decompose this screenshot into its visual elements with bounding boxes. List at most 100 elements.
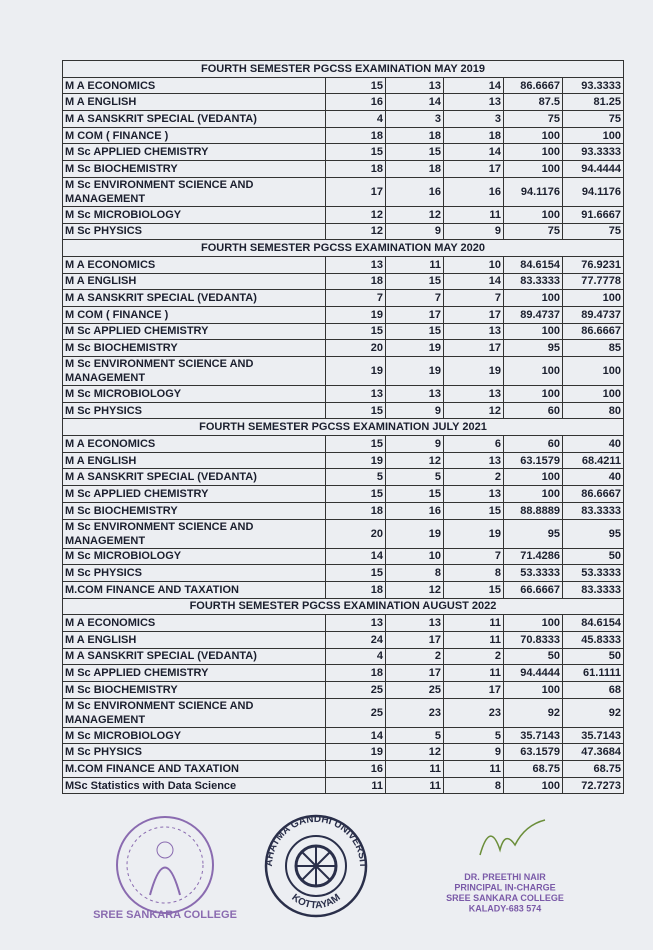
result-row: M A ECONOMICS 13 13 11 100 84.6154 bbox=[62, 614, 624, 632]
number-cell: 3 bbox=[385, 110, 444, 128]
number-cell: 68.75 bbox=[503, 760, 563, 778]
number-cell: 15 bbox=[385, 143, 444, 162]
programme-name: M Sc ENVIRONMENT SCIENCE AND MANAGEMENT bbox=[62, 356, 326, 386]
number-cell: 68 bbox=[562, 681, 624, 699]
number-cell: 6 bbox=[443, 435, 504, 453]
programme-name: M Sc BIOCHEMISTRY bbox=[62, 339, 326, 357]
number-cell: 8 bbox=[443, 776, 504, 795]
programme-name: M Sc PHYSICS bbox=[62, 222, 326, 241]
number-cell: 88.8889 bbox=[503, 501, 563, 520]
section-header-row: FOURTH SEMESTER PGCSS EXAMINATION AUGUST… bbox=[62, 597, 624, 616]
number-cell: 14 bbox=[443, 272, 504, 291]
number-cell: 19 bbox=[325, 451, 386, 470]
number-cell: 15 bbox=[325, 485, 386, 503]
programme-name: M Sc PHYSICS bbox=[62, 743, 326, 762]
number-cell: 100 bbox=[503, 356, 563, 386]
result-row: M Sc ENVIRONMENT SCIENCE AND MANAGEMENT 2… bbox=[62, 697, 624, 728]
signatory-line: DR. PREETHI NAIR bbox=[464, 872, 546, 882]
number-cell: 13 bbox=[385, 385, 444, 403]
number-cell: 15 bbox=[443, 501, 504, 520]
programme-name: M Sc BIOCHEMISTRY bbox=[62, 501, 326, 520]
result-row: M Sc APPLIED CHEMISTRY 15 15 14 100 93.3333 bbox=[62, 143, 624, 162]
number-cell: 7 bbox=[325, 289, 386, 307]
number-cell: 25 bbox=[325, 681, 386, 699]
result-row: MSc Statistics with Data Science 11 11 8 100… bbox=[62, 776, 624, 795]
number-cell: 18 bbox=[325, 160, 386, 178]
result-row: M A ENGLISH 16 14 13 87.5 81.25 bbox=[62, 93, 624, 112]
number-cell: 3 bbox=[443, 110, 504, 128]
result-row: M COM ( FINANCE ) 19 17 17 89.4737 89.4737 bbox=[62, 305, 624, 324]
number-cell: 100 bbox=[503, 143, 563, 162]
number-cell: 50 bbox=[562, 547, 624, 566]
number-cell: 16 bbox=[385, 176, 444, 207]
result-row: M A SANSKRIT SPECIAL (VEDANTA) 4 3 3 75 75 bbox=[62, 110, 624, 128]
number-cell: 100 bbox=[562, 126, 624, 145]
number-cell: 13 bbox=[385, 76, 444, 95]
section-title: FOURTH SEMESTER PGCSS EXAMINATION MAY 20… bbox=[62, 60, 624, 78]
number-cell: 89.4737 bbox=[503, 305, 563, 324]
table-body: FOURTH SEMESTER PGCSS EXAMINATION MAY 20… bbox=[62, 60, 624, 795]
results-table: FOURTH SEMESTER PGCSS EXAMINATION MAY 20… bbox=[62, 60, 624, 795]
number-cell: 19 bbox=[385, 518, 444, 549]
number-cell: 5 bbox=[385, 726, 444, 745]
number-cell: 75 bbox=[503, 222, 563, 241]
number-cell: 100 bbox=[562, 385, 624, 403]
number-cell: 100 bbox=[503, 385, 563, 403]
programme-name: M A SANSKRIT SPECIAL (VEDANTA) bbox=[62, 468, 326, 487]
number-cell: 53.3333 bbox=[503, 564, 563, 582]
number-cell: 11 bbox=[385, 255, 444, 274]
number-cell: 17 bbox=[385, 305, 444, 324]
programme-name: M A ECONOMICS bbox=[62, 76, 326, 95]
number-cell: 17 bbox=[443, 160, 504, 178]
number-cell: 35.7143 bbox=[503, 726, 563, 745]
number-cell: 94.4444 bbox=[503, 664, 563, 682]
number-cell: 94.1176 bbox=[503, 176, 563, 207]
number-cell: 95 bbox=[503, 339, 563, 357]
programme-name: M Sc MICROBIOLOGY bbox=[62, 205, 326, 224]
number-cell: 7 bbox=[385, 289, 444, 307]
number-cell: 93.3333 bbox=[562, 76, 624, 95]
result-row: M.COM FINANCE AND TAXATION 16 11 11 68.75 68.… bbox=[62, 760, 624, 778]
number-cell: 19 bbox=[385, 356, 444, 386]
university-seal-text: MAHATMA GANDHI UNIVERSITY bbox=[0, 800, 368, 868]
number-cell: 100 bbox=[562, 289, 624, 307]
number-cell: 84.6154 bbox=[562, 614, 624, 632]
number-cell: 19 bbox=[385, 339, 444, 357]
number-cell: 17 bbox=[385, 630, 444, 649]
number-cell: 12 bbox=[385, 205, 444, 224]
number-cell: 11 bbox=[443, 205, 504, 224]
number-cell: 9 bbox=[385, 435, 444, 453]
number-cell: 86.6667 bbox=[562, 322, 624, 341]
number-cell: 2 bbox=[443, 468, 504, 487]
number-cell: 100 bbox=[503, 681, 563, 699]
number-cell: 13 bbox=[325, 614, 386, 632]
number-cell: 89.4737 bbox=[562, 305, 624, 324]
number-cell: 11 bbox=[443, 760, 504, 778]
number-cell: 80 bbox=[562, 401, 624, 420]
result-row: M Sc PHYSICS 15 8 8 53.3333 53.3333 bbox=[62, 564, 624, 582]
number-cell: 12 bbox=[325, 222, 386, 241]
number-cell: 13 bbox=[443, 322, 504, 341]
programme-name: M A SANSKRIT SPECIAL (VEDANTA) bbox=[62, 110, 326, 128]
number-cell: 11 bbox=[443, 614, 504, 632]
result-row: M A ECONOMICS 15 13 14 86.6667 93.3333 bbox=[62, 76, 624, 95]
programme-name: M A SANSKRIT SPECIAL (VEDANTA) bbox=[62, 647, 326, 666]
university-name: MAHATMA GANDHI UNIVERSITY bbox=[0, 800, 368, 868]
number-cell: 4 bbox=[325, 110, 386, 128]
number-cell: 94.4444 bbox=[562, 160, 624, 178]
number-cell: 18 bbox=[325, 664, 386, 682]
number-cell: 100 bbox=[503, 776, 563, 795]
programme-name: M A SANSKRIT SPECIAL (VEDANTA) bbox=[62, 289, 326, 307]
number-cell: 18 bbox=[325, 501, 386, 520]
number-cell: 23 bbox=[443, 697, 504, 728]
programme-name: M.COM FINANCE AND TAXATION bbox=[62, 760, 326, 778]
number-cell: 15 bbox=[325, 564, 386, 582]
programme-name: M Sc MICROBIOLOGY bbox=[62, 385, 326, 403]
number-cell: 11 bbox=[385, 760, 444, 778]
programme-name: M A ECONOMICS bbox=[62, 614, 326, 632]
number-cell: 9 bbox=[385, 401, 444, 420]
number-cell: 40 bbox=[562, 435, 624, 453]
number-cell: 93.3333 bbox=[562, 143, 624, 162]
number-cell: 91.6667 bbox=[562, 205, 624, 224]
number-cell: 11 bbox=[443, 664, 504, 682]
